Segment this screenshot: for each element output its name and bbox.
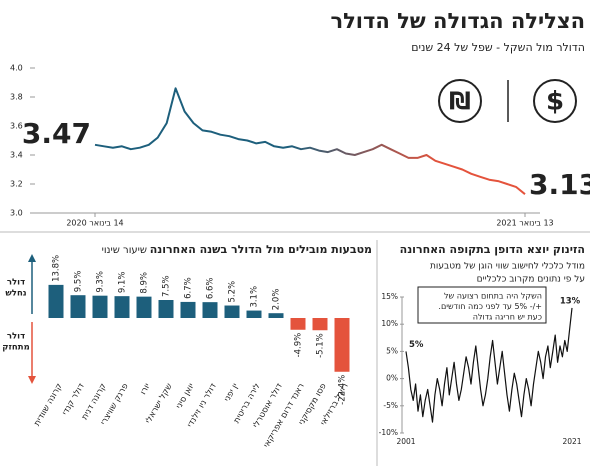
value-label: 3.1% [250,286,260,308]
annotation-text: +/- 5% עד לפני כמה חודשים. [438,302,542,311]
bar [158,300,174,318]
bar [224,305,240,318]
bar [70,295,86,318]
category-label: יורו [138,382,152,397]
bar [312,318,328,331]
bar [334,318,350,372]
arrow-down-head [28,376,36,384]
bar [114,296,130,318]
shekel-icon [438,79,482,123]
value-label: 8.9% [140,272,150,294]
category-label: יואן סיני [174,382,197,411]
value-label: -22.4% [338,375,348,405]
value-label: 9.1% [118,272,128,294]
y-tick-label: 0% [386,374,398,383]
chart-subtitle: שיעור שינוי [102,245,147,256]
end-value-label: 3.13 [529,168,590,201]
value-label: 7.5% [162,275,172,297]
value-label: 9.3% [96,271,106,293]
x-tick-label: 2001 [396,437,415,446]
shekel-symbol: ₪ [449,87,471,115]
value-label: 5% [409,340,424,350]
bar [136,296,152,318]
chart-title: הצלילה הגדולה של הדולר [330,9,585,33]
start-value-label: 3.47 [22,117,91,150]
category-label: ין יפני [222,382,240,404]
bar [202,302,218,318]
bar [268,313,284,318]
value-label: 13.8% [52,255,62,282]
x-tick-label: 13 בינואר 2021 [496,219,553,228]
y-tick-label: -10% [379,428,398,437]
bar [92,295,108,318]
bar [48,284,64,318]
value-label: -4.9% [294,333,304,358]
value-label: 5.2% [228,281,238,303]
dollar-weak-label: דולר [7,278,25,288]
y-tick-label: 3.2 [10,180,23,189]
annotation-text: השקל היה בתחום רצועה של [444,292,542,301]
value-label: -5.1% [316,333,326,358]
value-label: 6.6% [206,278,216,300]
value-label: 2.0% [272,289,282,311]
y-tick-label: 5% [386,346,398,355]
y-tick-label: 3.6 [10,122,23,131]
dollar-weak-label: נחלש [5,289,26,299]
exchange-rate-line [94,87,526,195]
value-label: 13% [560,296,581,306]
dollar-symbol: $ [546,87,564,117]
y-tick-label: 10% [381,319,398,328]
bar [180,301,196,318]
chart-title: הזינוק יוצא הדופן בתקופה האחרונה [400,243,585,256]
arrow-up-head [28,254,36,262]
x-tick-label: 14 בינואר 2020 [66,219,123,228]
chart-title: מטבעות מובילים מול הדולר בשנה האחרונה [150,243,372,256]
y-tick-label: 3.0 [10,209,23,218]
chart-subtitle: מודל כלכלי לחישוב שווי הוגן של מטבעות [430,262,585,272]
bar [246,310,262,318]
y-tick-label: 4.0 [10,64,23,73]
y-tick-label: -5% [383,401,398,410]
value-label: 6.7% [184,277,194,299]
annotation-text: כעת יש חריגה גדולה [473,313,542,322]
x-tick-label: 2021 [562,437,581,446]
y-tick-label: 3.4 [10,151,23,160]
dollar-strong-label: מתחזק [2,343,29,353]
y-tick-label: 15% [381,292,398,301]
bar [290,318,306,330]
category-label: קרונה שוודית [32,382,64,428]
fair-value-line [405,307,573,423]
dollar-strong-label: דולר [7,332,25,342]
annotation-box [417,286,547,324]
chart-subtitle: הדולר מול השקל - שפל של 24 שנים [411,41,585,54]
chart-subtitle: על פי נתונים מקרוב כלכליים [477,275,585,285]
dollar-icon [533,79,577,123]
value-label: 9.5% [74,271,84,293]
y-tick-label: 3.8 [10,93,23,102]
